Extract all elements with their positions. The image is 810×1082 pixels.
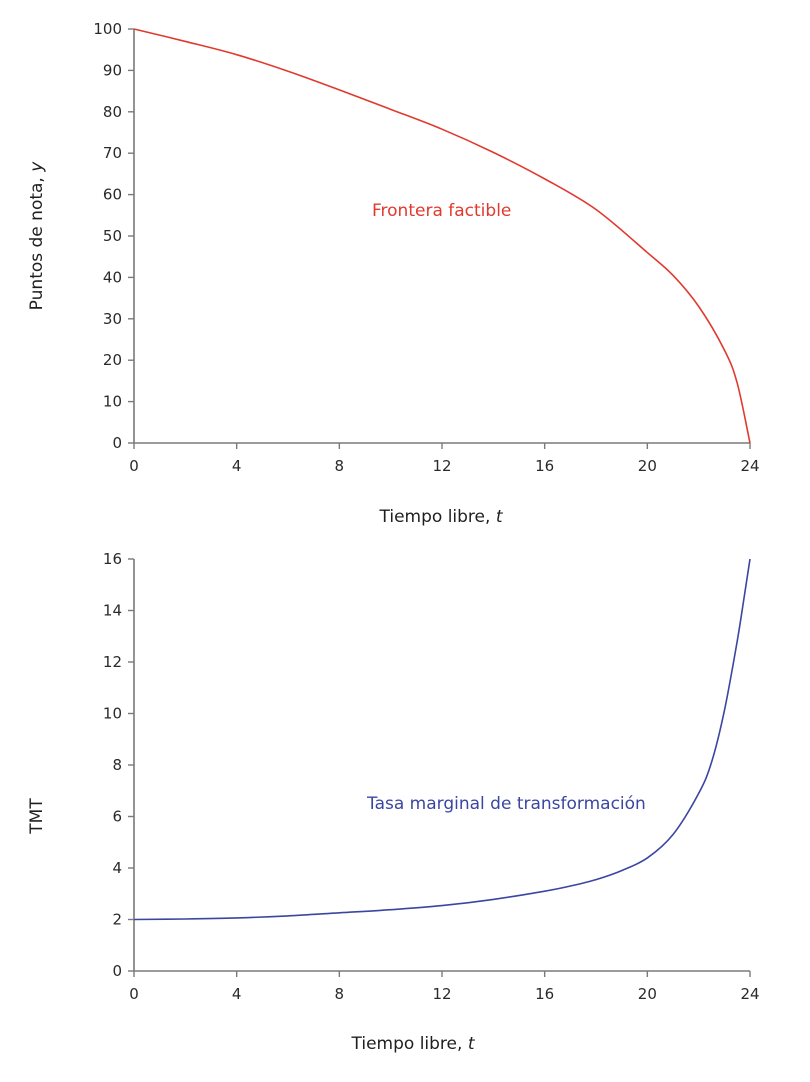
y-tick-label: 8 xyxy=(112,756,122,774)
y-tick-label: 80 xyxy=(103,103,122,121)
y-tick-label: 10 xyxy=(103,393,122,411)
x-tick-label: 24 xyxy=(740,985,759,1003)
bottom-x-axis-ticks: 0 4 8 12 16 20 24 xyxy=(129,971,760,1003)
y-tick-label: 10 xyxy=(103,705,122,723)
top-axes xyxy=(133,29,750,444)
x-tick-label: 12 xyxy=(432,457,451,475)
y-tick-label: 12 xyxy=(103,653,122,671)
top-chart: 0 10 20 30 40 50 60 70 80 90 100 0 4 8 12 16 20 24 Front… xyxy=(27,20,760,527)
x-tick-label: 4 xyxy=(232,985,242,1003)
bottom-y-axis-ticks: 0 2 4 6 8 10 12 14 16 xyxy=(103,550,134,980)
y-tick-label: 70 xyxy=(103,144,122,162)
x-tick-label: 20 xyxy=(638,457,657,475)
y-tick-label: 40 xyxy=(103,268,122,286)
y-tick-label: 4 xyxy=(112,859,122,877)
y-tick-label: 2 xyxy=(112,911,122,929)
x-tick-label: 16 xyxy=(535,985,554,1003)
bottom-axes xyxy=(133,559,750,972)
x-tick-label: 4 xyxy=(232,457,242,475)
y-tick-label: 50 xyxy=(103,227,122,245)
y-tick-label: 0 xyxy=(112,434,122,452)
bottom-x-axis-title-text: Tiempo libre, xyxy=(351,1034,468,1054)
y-tick-label: 16 xyxy=(103,550,122,568)
top-x-axis-ticks: 0 4 8 12 16 20 24 xyxy=(129,443,760,475)
top-y-axis-ticks: 0 10 20 30 40 50 60 70 80 90 100 xyxy=(93,20,134,452)
x-tick-label: 12 xyxy=(432,985,451,1003)
y-tick-label: 14 xyxy=(103,602,122,620)
top-x-axis-title-text: Tiempo libre, xyxy=(379,507,496,527)
feasible-frontier-line xyxy=(133,28,751,444)
y-tick-label: 100 xyxy=(93,20,122,38)
x-tick-label: 20 xyxy=(638,985,657,1003)
bottom-x-axis-title-variable: t xyxy=(468,1034,476,1054)
x-tick-label: 24 xyxy=(740,457,759,475)
x-tick-label: 8 xyxy=(335,457,345,475)
feasible-frontier-label: Frontera factible xyxy=(372,201,511,221)
bottom-y-axis-title: TMT xyxy=(27,798,47,835)
top-y-axis-title-text: Puntos de nota, xyxy=(27,172,47,311)
bottom-x-axis-title: Tiempo libre, t xyxy=(351,1034,476,1054)
mrt-line xyxy=(133,558,751,921)
y-tick-label: 20 xyxy=(103,351,122,369)
top-y-axis-title-variable: y xyxy=(27,161,47,173)
top-x-axis-title-variable: t xyxy=(496,507,504,527)
x-tick-label: 16 xyxy=(535,457,554,475)
x-tick-label: 8 xyxy=(335,985,345,1003)
x-tick-label: 0 xyxy=(129,985,139,1003)
x-tick-label: 0 xyxy=(129,457,139,475)
y-tick-label: 90 xyxy=(103,61,122,79)
top-x-axis-title: Tiempo libre, t xyxy=(379,507,504,527)
mrt-label: Tasa marginal de transformación xyxy=(366,794,646,814)
y-tick-label: 0 xyxy=(112,962,122,980)
y-tick-label: 30 xyxy=(103,310,122,328)
y-tick-label: 60 xyxy=(103,186,122,204)
top-y-axis-title: Puntos de nota, y xyxy=(27,161,47,311)
y-tick-label: 6 xyxy=(112,808,122,826)
